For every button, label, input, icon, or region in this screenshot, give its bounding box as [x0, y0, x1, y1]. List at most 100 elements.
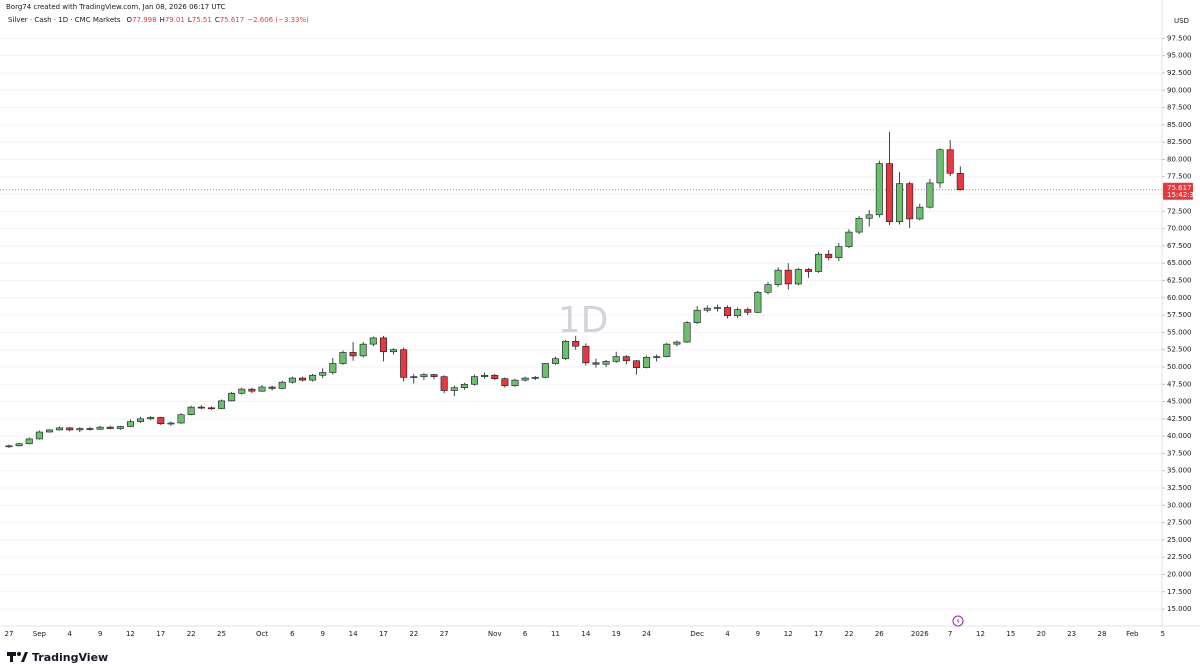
candle-body [76, 428, 84, 431]
x-tick-label: 9 [320, 630, 324, 638]
y-tick-label: 72.500 [1167, 207, 1192, 215]
event-icon[interactable] [952, 615, 964, 627]
candle-body [45, 429, 53, 433]
candle-body [491, 374, 499, 380]
y-tick-label: 37.500 [1167, 449, 1192, 457]
candle-body [551, 358, 559, 364]
candle-body [592, 362, 600, 365]
y-tick-label: 95.000 [1167, 52, 1192, 60]
x-tick-label: 6 [290, 630, 295, 638]
y-tick-label: 17.500 [1167, 588, 1192, 596]
ohlc-label: H [159, 16, 165, 24]
candle-body [440, 376, 448, 391]
candle-body [147, 417, 155, 420]
y-tick-label: 27.500 [1167, 519, 1192, 527]
candle-body [359, 343, 367, 357]
x-tick-label: Feb [1126, 630, 1139, 638]
x-tick-label: 17 [814, 630, 823, 638]
candle-body [521, 377, 529, 381]
x-tick-label: Sep [33, 630, 47, 638]
watermark: 1D [558, 300, 609, 341]
candle-body [956, 172, 964, 191]
event-icon-bolt [956, 617, 960, 625]
x-tick-label: 27 [440, 630, 449, 638]
candle-body [410, 376, 418, 378]
candle-body [309, 374, 317, 381]
y-tick-label: 67.500 [1167, 242, 1192, 250]
y-tick-label: 90.000 [1167, 86, 1192, 94]
footer-logo-text: TradingView [32, 651, 108, 664]
logo [7, 652, 28, 662]
x-tick-label: 22 [187, 630, 196, 638]
y-tick-label: 20.000 [1167, 571, 1192, 579]
x-tick-label: 27 [5, 630, 14, 638]
candle-body [450, 387, 458, 391]
x-tick-label: 20 [1037, 630, 1046, 638]
candle-body [248, 388, 256, 392]
candle-body [744, 309, 752, 313]
candle-body [936, 149, 944, 184]
x-tick-label: 12 [126, 630, 135, 638]
y-tick-label: 47.500 [1167, 380, 1192, 388]
y-tick-label: 40.000 [1167, 432, 1192, 440]
candle-body [278, 381, 286, 389]
candle-body [865, 214, 873, 219]
y-tick-label: 42.500 [1167, 415, 1192, 423]
candle-body [56, 427, 64, 431]
legend: Silver · Cash · 1D · CMC Markets O77.998… [8, 16, 309, 24]
candle-body [157, 417, 165, 424]
candle-body [106, 426, 114, 429]
candle-body [430, 374, 438, 377]
candle-body [653, 356, 661, 358]
y-tick-label: 22.500 [1167, 553, 1192, 561]
y-tick-label: 65.000 [1167, 259, 1192, 267]
candle-body [116, 426, 124, 429]
x-tick-label: 25 [217, 630, 226, 638]
y-tick-label: 85.000 [1167, 121, 1192, 129]
candle-body [794, 269, 802, 285]
candle-body [207, 407, 215, 410]
x-tick-label: 28 [1097, 630, 1106, 638]
candle-body [724, 307, 732, 317]
candle-body [764, 284, 772, 293]
ohlc-item: O77.998 [127, 16, 157, 24]
x-tick-label: 17 [379, 630, 388, 638]
x-tick-label: 14 [349, 630, 358, 638]
y-tick-label: 35.000 [1167, 467, 1192, 475]
y-tick-label: 45.000 [1167, 398, 1192, 406]
candle-body [268, 386, 276, 389]
y-tick-label: 82.500 [1167, 138, 1192, 146]
x-tick-label: 9 [98, 630, 102, 638]
candle-body [339, 352, 347, 364]
x-tick-label: 5 [1160, 630, 1164, 638]
y-tick-label: 57.500 [1167, 311, 1192, 319]
candle-body [531, 377, 539, 379]
y-tick-label: 70.000 [1167, 225, 1192, 233]
candle-body [896, 183, 904, 222]
candle-body [683, 322, 691, 343]
candle-body [35, 431, 43, 440]
candle-body [400, 349, 408, 378]
candle-body [228, 392, 236, 402]
candle-body [693, 309, 701, 323]
x-tick-label: 17 [156, 630, 165, 638]
candle-body [501, 378, 509, 386]
x-tick-label: 7 [948, 630, 952, 638]
x-tick-label: 19 [612, 630, 621, 638]
ohlc-item: L75.51 [188, 16, 212, 24]
candle-body [784, 269, 792, 285]
ohlc-value: 77.998 [132, 16, 157, 24]
x-tick-label: Nov [488, 630, 502, 638]
x-tick-label: 9 [756, 630, 760, 638]
x-tick-label: 22 [409, 630, 418, 638]
candle-body [298, 377, 306, 381]
candle-body [481, 374, 489, 377]
x-tick-label: 4 [725, 630, 730, 638]
y-tick-label: 30.000 [1167, 501, 1192, 509]
y-tick-label: 50.000 [1167, 363, 1192, 371]
x-tick-label: 24 [642, 630, 651, 638]
y-tick-label: 62.500 [1167, 276, 1192, 284]
candle-body [845, 231, 853, 247]
